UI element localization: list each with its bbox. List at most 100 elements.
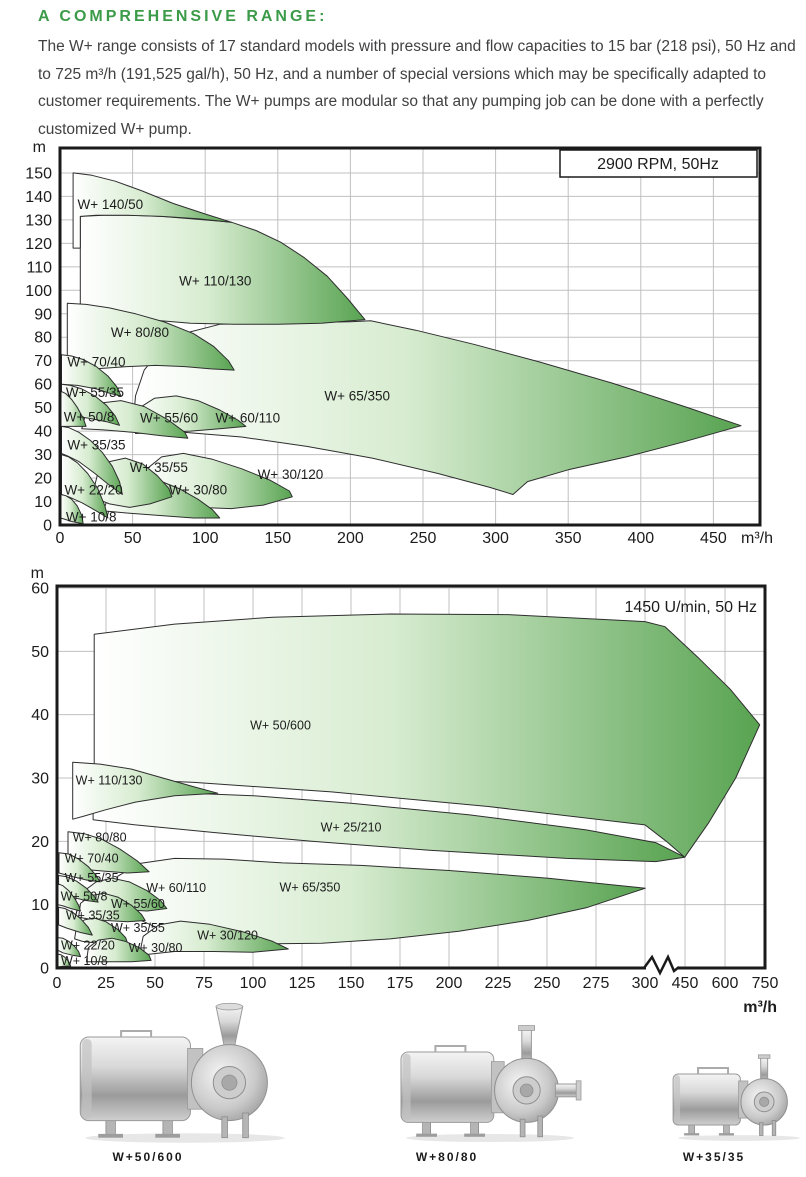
envelope-label: W+ 30/120 xyxy=(197,929,258,943)
y-tick-label: 50 xyxy=(31,644,49,661)
y-tick-label: 90 xyxy=(34,306,52,323)
pump-caption-w80-80: W+80/80 xyxy=(415,1150,479,1164)
envelope-label: W+ 50/600 xyxy=(250,718,311,732)
x-tick-label: 200 xyxy=(436,975,463,992)
envelope-label: W+ 35/55 xyxy=(130,460,188,475)
y-tick-label: 120 xyxy=(25,236,52,253)
x-tick-label: 0 xyxy=(53,975,62,992)
pump-inlet-funnel xyxy=(215,1006,244,1049)
x-tick-label: 100 xyxy=(240,975,267,992)
envelope-label: W+ 10/8 xyxy=(61,954,108,968)
x-tick-label: 225 xyxy=(485,975,512,992)
envelope-label: W+ 10/8 xyxy=(66,509,117,524)
envelope-region xyxy=(93,613,761,858)
x-tick-label: 450 xyxy=(672,975,699,992)
x-tick-label: 25 xyxy=(97,975,115,992)
chart-2900rpm-plot-border xyxy=(58,146,762,527)
y-tick-label: 70 xyxy=(34,353,52,370)
envelope-label: W+ 55/35 xyxy=(66,385,124,400)
y-tick-label: 40 xyxy=(31,707,49,724)
y-tick-label: 50 xyxy=(34,400,52,417)
y-tick-label: 20 xyxy=(31,834,49,851)
envelope-region xyxy=(61,354,122,397)
envelope-region xyxy=(79,214,366,325)
pump-image-w-35-35 xyxy=(672,1054,800,1141)
pump-motor xyxy=(672,1073,741,1126)
x-tick-label: 125 xyxy=(289,975,316,992)
chart-1450rpm-plot-border xyxy=(55,584,767,970)
x-tick-label: 200 xyxy=(337,530,364,547)
envelope-label: W+ 65/350 xyxy=(280,880,341,894)
envelope-region xyxy=(72,172,232,249)
x-tick-label: 275 xyxy=(583,975,610,992)
chart-1450rpm: W+ 50/600 W+ 25/210 W+ 110/130 W+ 65/350 W+ … xyxy=(31,565,779,1016)
y-tick-label: 10 xyxy=(31,897,49,914)
y-tick-label: 0 xyxy=(40,961,49,978)
envelope-region xyxy=(61,425,123,495)
pump-image-w-50-600 xyxy=(79,1002,285,1143)
envelope-label: W+ 55/60 xyxy=(111,897,165,911)
envelope-region xyxy=(67,831,150,874)
intro-paragraph: The W+ range consists of 17 standard mod… xyxy=(38,38,796,138)
envelope-label: W+ 35/35 xyxy=(66,908,120,922)
y-tick-label: 60 xyxy=(31,581,49,598)
x-tick-label: 50 xyxy=(124,530,142,547)
pump-outlet xyxy=(554,1083,579,1098)
x-tick-label: 150 xyxy=(338,975,365,992)
x-axis-unit: m³/h xyxy=(741,530,773,547)
envelope-label: W+ 22/20 xyxy=(61,939,115,953)
x-tick-label: 100 xyxy=(192,530,219,547)
envelope-label: W+ 25/210 xyxy=(321,820,382,834)
envelope-label: W+ 70/40 xyxy=(65,851,119,865)
envelope-label: W+ 60/110 xyxy=(215,411,280,426)
pump-motor xyxy=(400,1051,495,1123)
x-tick-label: 450 xyxy=(700,530,727,547)
pump-caption-w35-35: W+35/35 xyxy=(682,1150,746,1164)
envelope-region xyxy=(57,937,81,958)
x-tick-label: 350 xyxy=(555,530,582,547)
x-tick-label: 300 xyxy=(632,975,659,992)
y-axis-unit: m xyxy=(33,139,46,156)
page-title: A COMPREHENSIVE RANGE: xyxy=(38,8,328,25)
x-tick-label: 600 xyxy=(712,975,739,992)
y-tick-label: 20 xyxy=(34,471,52,488)
x-tick-label: 150 xyxy=(264,530,291,547)
envelope-label: W+ 22/20 xyxy=(64,482,122,497)
chart-title: 2900 RPM, 50Hz xyxy=(597,156,719,173)
pump-shadow xyxy=(678,1135,800,1141)
envelope-label: W+ 110/130 xyxy=(76,773,143,787)
y-tick-label: 30 xyxy=(34,447,52,464)
x-tick-label: 0 xyxy=(56,530,65,547)
x-tick-label: 75 xyxy=(195,975,213,992)
envelope-label: W+ 70/40 xyxy=(67,354,125,369)
envelope-label: W+ 50/8 xyxy=(61,889,108,903)
envelope-region xyxy=(132,320,742,495)
x-tick-label: 250 xyxy=(410,530,437,547)
envelope-label: W+ 35/55 xyxy=(111,921,165,935)
x-tick-label: 250 xyxy=(534,975,561,992)
envelope-region xyxy=(72,761,219,820)
envelope-region xyxy=(60,390,87,427)
y-tick-label: 30 xyxy=(31,771,49,788)
x-tick-label: 50 xyxy=(146,975,164,992)
envelope-region xyxy=(66,302,235,371)
chart-title-box xyxy=(559,149,758,178)
envelope-label: W+ 50/8 xyxy=(64,410,115,425)
envelope-region xyxy=(85,937,152,963)
y-tick-label: 130 xyxy=(25,212,52,229)
pump-shadow xyxy=(406,1134,574,1142)
envelope-label: W+ 80/80 xyxy=(111,325,169,340)
envelope-region xyxy=(138,920,289,956)
envelope-region xyxy=(60,494,84,525)
x-tick-label: 300 xyxy=(482,530,509,547)
envelope-region xyxy=(92,792,686,863)
envelope-label: W+ 30/80 xyxy=(129,941,183,955)
x-tick-label: 750 xyxy=(752,975,779,992)
envelope-label: W+ 55/35 xyxy=(65,871,119,885)
envelope-label: W+ 65/350 xyxy=(324,388,390,403)
axis-break-zigzag xyxy=(642,954,680,976)
envelope-region xyxy=(58,906,93,936)
envelope-label: W+ 30/120 xyxy=(258,467,324,482)
y-tick-label: 150 xyxy=(25,165,52,182)
